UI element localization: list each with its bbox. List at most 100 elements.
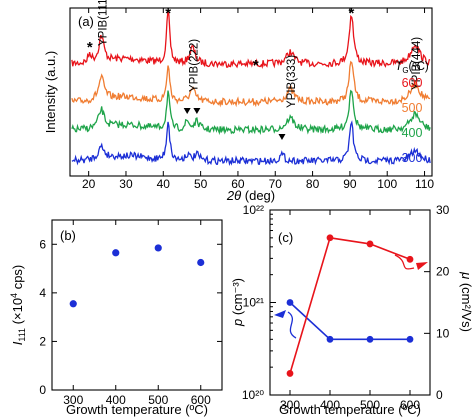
panel-c-frame [269,209,431,396]
legend-entry-300: 300 [402,151,423,165]
xrd-curve-500 [71,60,431,108]
data-point [197,258,205,267]
carrier-symbol: p [230,319,245,327]
panel-a: * * * * 20 30 40 50 60 70 80 90 100 110 (a) YPIB(111… [43,0,434,203]
x-tick-label: 300 [63,393,83,407]
legend-entry-500: 500 [402,101,423,115]
x-tick-label: 500 [360,398,380,412]
panel-c-series [286,234,414,377]
carrier-unit: (cm⁻³) [230,278,245,319]
xrd-curve-300 [71,120,431,166]
blue-axis-arrow [287,311,297,339]
triangle-marker [183,108,191,114]
intensity-unit: (×10 [10,298,25,328]
panel-b-x-axis-label: Growth temperature (ºC) [66,402,208,417]
legend-title-unit: (ºC) [409,61,429,73]
star-marker: * [253,57,259,74]
data-point-right [286,370,294,377]
xrd-curve-600 [71,9,431,70]
panel-c-left-axis-label: p (cm⁻³) [230,278,245,327]
y-right-tick-label: 0 [436,388,443,402]
triangle-marker [278,134,286,140]
y-tick-label: 10²⁰ [242,388,264,402]
intensity-unit-end: cps) [10,265,25,293]
x-tick-label: 500 [148,393,168,407]
peak-markers: * * * * [87,5,354,140]
peak-label: YPIB(222) [188,39,200,92]
panel-a-y-axis-label: Intensity (a.u.) [43,51,58,133]
series-line-left [289,301,410,341]
two-theta-symbol: 2θ [226,188,241,203]
legend-entry-600: 600 [402,76,423,90]
x-tick-label: 400 [106,393,126,407]
peak-label: YPIB(444) [411,37,423,90]
panel-c-ticks: 300 400 500 600 10²⁰ 10²¹ 10²² 0 10 20 30 [242,203,450,412]
red-arrowhead [416,262,428,270]
x-tick-label: 110 [415,177,434,191]
intensity-subscript: 111 [17,328,27,342]
blue-arrowhead [274,310,286,318]
series-line-right [289,236,411,374]
data-point [154,244,162,252]
y-tick-label: 2 [39,334,46,348]
data-point [69,300,77,308]
x-tick-label: 400 [320,398,340,412]
x-tick-label: 600 [191,393,211,407]
x-tick-label: 80 [306,177,320,191]
mobility-symbol: μ [459,271,474,279]
y-right-tick-label: 20 [436,265,450,279]
panel-b-ticks: 300 400 500 600 0 2 4 6 [39,220,222,407]
panel-c-label: (c) [278,230,293,245]
peak-labels: YPIB(111) YPIB(222) YPIB(333) YPIB(444) [97,0,423,108]
xrd-curves [71,9,431,166]
two-theta-unit: (deg) [241,188,275,203]
legend-entry-400: 400 [402,126,423,140]
star-marker: * [87,39,93,56]
y-tick-label: 4 [39,286,46,300]
panel-b-frame [51,219,223,391]
panel-c-x-axis-label: Growth temperature (ºC) [279,402,421,417]
data-point-right [326,234,334,242]
x-tick-label: 20 [82,177,96,191]
x-tick-label: 30 [119,177,133,191]
x-tick-label: 60 [231,177,245,191]
panel-b-label: (b) [60,228,76,243]
panel-c-right-axis-label: μ (cm²/Vs) [459,271,474,332]
data-point-left [366,335,374,343]
data-point-right [406,255,414,263]
data-point-left [406,335,414,343]
panel-b-points [69,244,205,308]
y-right-tick-label: 30 [436,203,450,217]
data-point-left [286,299,294,306]
mobility-unit: (cm²/Vs) [459,279,474,332]
red-axis-arrow [394,254,415,270]
panel-b-y-axis-label: I111 (×104 cps) [9,265,27,346]
x-tick-label: 600 [400,398,420,412]
y-tick-label: 0 [39,383,46,397]
data-point-right [366,240,374,248]
x-tick-label: 100 [377,177,397,191]
data-point-left [326,335,334,343]
intensity-exponent: 4 [9,293,19,298]
legend: 600 500 400 300 [402,76,423,165]
x-tick-label: 40 [157,177,171,191]
peak-label: YPIB(333) [286,55,298,108]
intensity-symbol: I [10,341,25,345]
y-right-tick-label: 10 [436,326,450,340]
panel-a-x-ticks: 20 30 40 50 60 70 80 90 100 110 [82,8,434,191]
legend-title-t: T [395,61,403,73]
star-marker: * [348,5,354,22]
xrd-curve-400 [71,89,431,136]
x-tick-label: 70 [269,177,283,191]
panel-a-label: (a) [78,14,94,29]
triangle-marker [193,108,201,114]
panel-a-x-axis-label: 2θ (deg) [226,188,275,203]
panel-a-frame [69,7,433,177]
data-point [112,249,120,257]
x-tick-label: 50 [194,177,208,191]
y-tick-label: 6 [39,237,46,251]
star-marker: * [165,5,171,22]
legend-title-subscript: G [402,66,408,75]
